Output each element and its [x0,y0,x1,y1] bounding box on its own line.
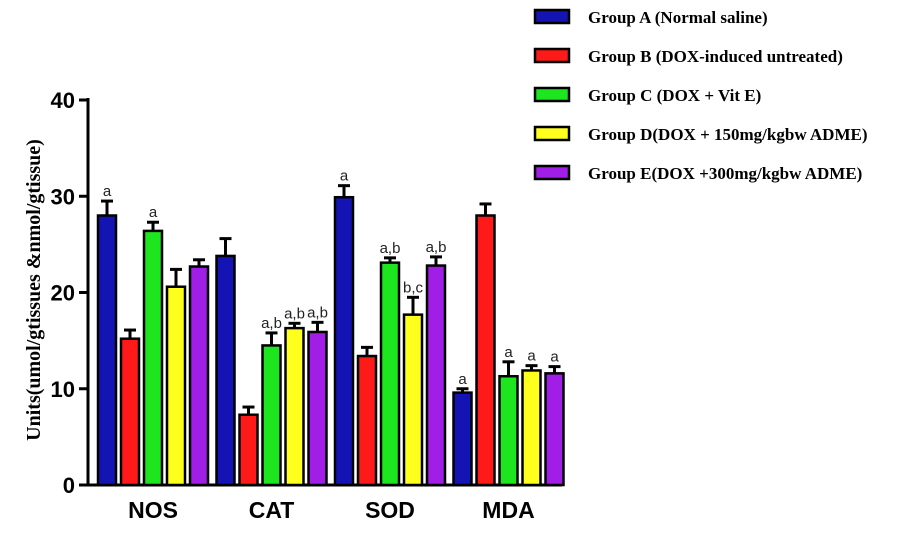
bar [284,326,305,487]
bar [215,254,236,487]
bar-annotation: a [103,183,112,200]
bar-annotation: a,b [284,305,305,322]
legend-label: Group E(DOX +300mg/kgbw ADME) [588,164,862,183]
bar-annotation: a [550,349,559,366]
legend-swatch [533,125,571,142]
bar-annotation: a,b [380,240,401,257]
bar [96,214,118,487]
bar [165,285,187,487]
annotations-group: aaa,ba,b a,baa,bb,ca,baa a a [103,168,560,388]
bar [356,354,378,487]
bar-annotation: a [527,348,536,365]
bar-annotation: a [340,168,349,185]
bar [425,264,447,487]
legend-label: Group D(DOX + 150mg/kgbw ADME) [588,125,868,144]
legend-swatch [533,8,571,25]
bar-annotation: b,c [403,279,424,296]
bar-annotation: a [504,344,513,361]
bar-annotation: a,b [307,304,328,321]
bar [119,337,141,487]
legend-label: Group A (Normal saline) [588,8,768,27]
legend-label: Group B (DOX-induced untreated) [588,47,843,66]
bars-group [96,195,565,487]
bar [238,413,259,487]
legend: Group A (Normal saline) Group B (DOX-indu… [533,8,868,183]
error-bars-group [101,184,561,415]
bar [475,214,496,487]
axes: 0 10 20 30 40 NOS CAT SOD MDA [51,88,562,523]
x-tick-label: MDA [482,497,534,523]
bar-annotation: a [458,371,467,388]
bar-annotation: a,b [261,315,282,332]
y-tick-label: 40 [51,88,75,113]
bar [261,344,282,487]
y-tick-label: 30 [51,184,75,209]
y-tick-label: 10 [51,377,75,402]
bar [498,374,519,487]
bar [188,265,210,487]
bar [402,313,424,487]
y-tick-label: 20 [51,281,75,306]
bar [142,229,164,487]
y-axis-label: Units(umol/gtissues &nmol/gtissue) [23,139,45,441]
bar [521,369,542,487]
y-tick-label: 0 [63,473,75,498]
x-tick-label: SOD [365,497,415,523]
bar [379,261,401,487]
bar [544,372,565,487]
bar [333,195,355,487]
bar [452,391,473,487]
x-tick-label: CAT [249,497,295,523]
bar [307,330,328,487]
legend-swatch [533,47,571,64]
legend-label: Group C (DOX + Vit E) [588,86,761,105]
legend-swatch [533,164,571,181]
bar-annotation: a [149,204,158,221]
bar-annotation: a,b [426,239,447,256]
legend-swatch [533,86,571,103]
x-tick-label: NOS [128,497,178,523]
